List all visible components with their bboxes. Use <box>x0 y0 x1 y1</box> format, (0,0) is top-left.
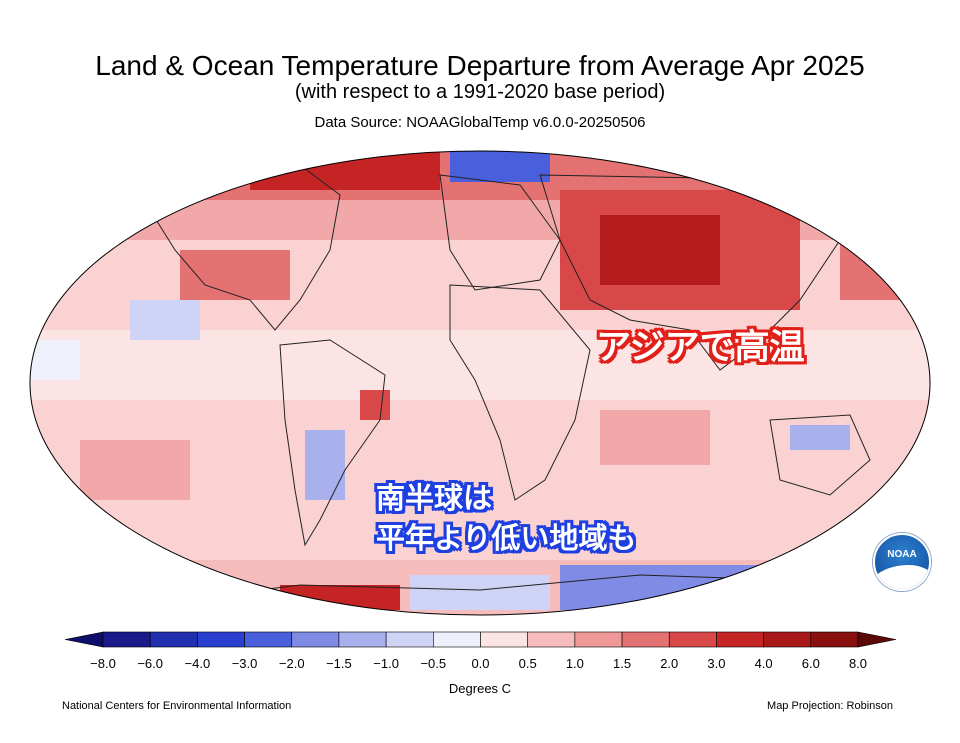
south-america-outline <box>279 339 386 547</box>
colorbar-tick-label: −6.0 <box>137 656 164 671</box>
colorbar-tick-label: −3.0 <box>231 656 258 671</box>
colorbar-tick-label: 4.0 <box>754 656 773 671</box>
southern-hemisphere-callout: 南半球は 平年より低い地域も <box>376 478 636 558</box>
north-band <box>30 200 930 240</box>
indian-ocean-warm <box>600 410 710 465</box>
central-asia-hot <box>600 215 720 285</box>
africa-outline <box>449 284 591 501</box>
colorbar-tick-label: 0.0 <box>471 656 490 671</box>
colorbar-unit-label: Degrees C <box>448 681 512 696</box>
noaa-logo-text: NOAA <box>887 549 917 560</box>
map-subtitle: (with respect to a 1991-2020 base period… <box>294 81 666 103</box>
colorbar-segment <box>433 631 481 648</box>
arctic-canada-warm <box>250 151 440 190</box>
colorbar-tick-label: −1.5 <box>326 656 352 671</box>
southern-callout-line2: 平年より低い地域も <box>376 521 637 555</box>
colorbar <box>64 631 897 648</box>
colorbar-segment <box>149 631 198 648</box>
colorbar-segment <box>197 631 245 648</box>
colorbar-tick-label: −4.0 <box>184 656 211 671</box>
colorbar-tick-label: −1.0 <box>373 656 399 671</box>
colorbar-segment <box>621 631 670 648</box>
footer-credit: National Centers for Environmental Infor… <box>62 700 292 712</box>
colorbar-segment <box>574 631 623 648</box>
east-pacific-cool <box>130 300 200 340</box>
southern-callout-line1: 南半球は <box>376 481 493 515</box>
colorbar-tick-label: 1.0 <box>565 656 584 671</box>
data-source: Data Source: NOAAGlobalTemp v6.0.0-20250… <box>314 114 646 131</box>
colorbar-segment <box>102 631 151 648</box>
colorbar-segment <box>668 631 717 648</box>
colorbar-segment <box>244 631 293 648</box>
australia-outline <box>769 414 871 496</box>
colorbar-tick-label: 2.0 <box>660 656 679 671</box>
tropical-band <box>30 330 930 400</box>
colorbar-segment <box>338 631 387 648</box>
colorbar-tick-label: −0.5 <box>420 656 447 671</box>
globe-border <box>29 150 931 616</box>
greenland-sea-cold <box>450 151 550 182</box>
colorbar-tick-label: −2.0 <box>278 656 305 671</box>
colorbar-max-arrow <box>857 631 897 648</box>
noaa-logo-icon: NOAA <box>873 533 931 591</box>
colorbar-tick-label: 6.0 <box>801 656 820 671</box>
weddell-cool <box>410 575 550 610</box>
colorbar-tick-label: 0.5 <box>518 656 537 671</box>
colorbar-tick-labels: −8.0 −6.0 −4.0 −3.0 −2.0 −1.5 −1.0 −0.5 0.0 0.5 1.… <box>0 656 960 672</box>
west-pacific-neutral <box>30 340 80 380</box>
colorbar-segment <box>385 631 434 648</box>
colorbar-segment <box>291 631 340 648</box>
north-america-outline <box>149 164 341 331</box>
australia-cool <box>790 425 850 450</box>
colorbar-tick-label: −8.0 <box>90 656 116 671</box>
colorbar-tick-label: 8.0 <box>848 656 868 671</box>
north-america-warm <box>180 250 290 300</box>
brazil-warm <box>360 390 390 420</box>
colorbar-tick-label: 1.5 <box>613 656 632 671</box>
antarctic-warm <box>280 585 400 610</box>
north-pacific-warm <box>840 240 910 300</box>
colorbar-segment <box>480 631 528 648</box>
colorbar-segment <box>763 631 812 648</box>
colorbar-segment <box>810 631 859 648</box>
asia-callout: アジアで高温 <box>596 328 805 368</box>
colorbar-segment <box>716 631 764 648</box>
colorbar-min-arrow <box>64 631 104 648</box>
colorbar-segment <box>527 631 576 648</box>
south-america-cool <box>305 430 345 500</box>
footer-projection: Map Projection: Robinson <box>767 700 893 712</box>
colorbar-tick-label: 3.0 <box>707 656 726 671</box>
antarctic-cold <box>560 565 780 610</box>
map-title: Land & Ocean Temperature Departure from … <box>95 50 865 81</box>
europe-outline <box>439 174 561 291</box>
south-pacific-warm <box>80 440 190 500</box>
